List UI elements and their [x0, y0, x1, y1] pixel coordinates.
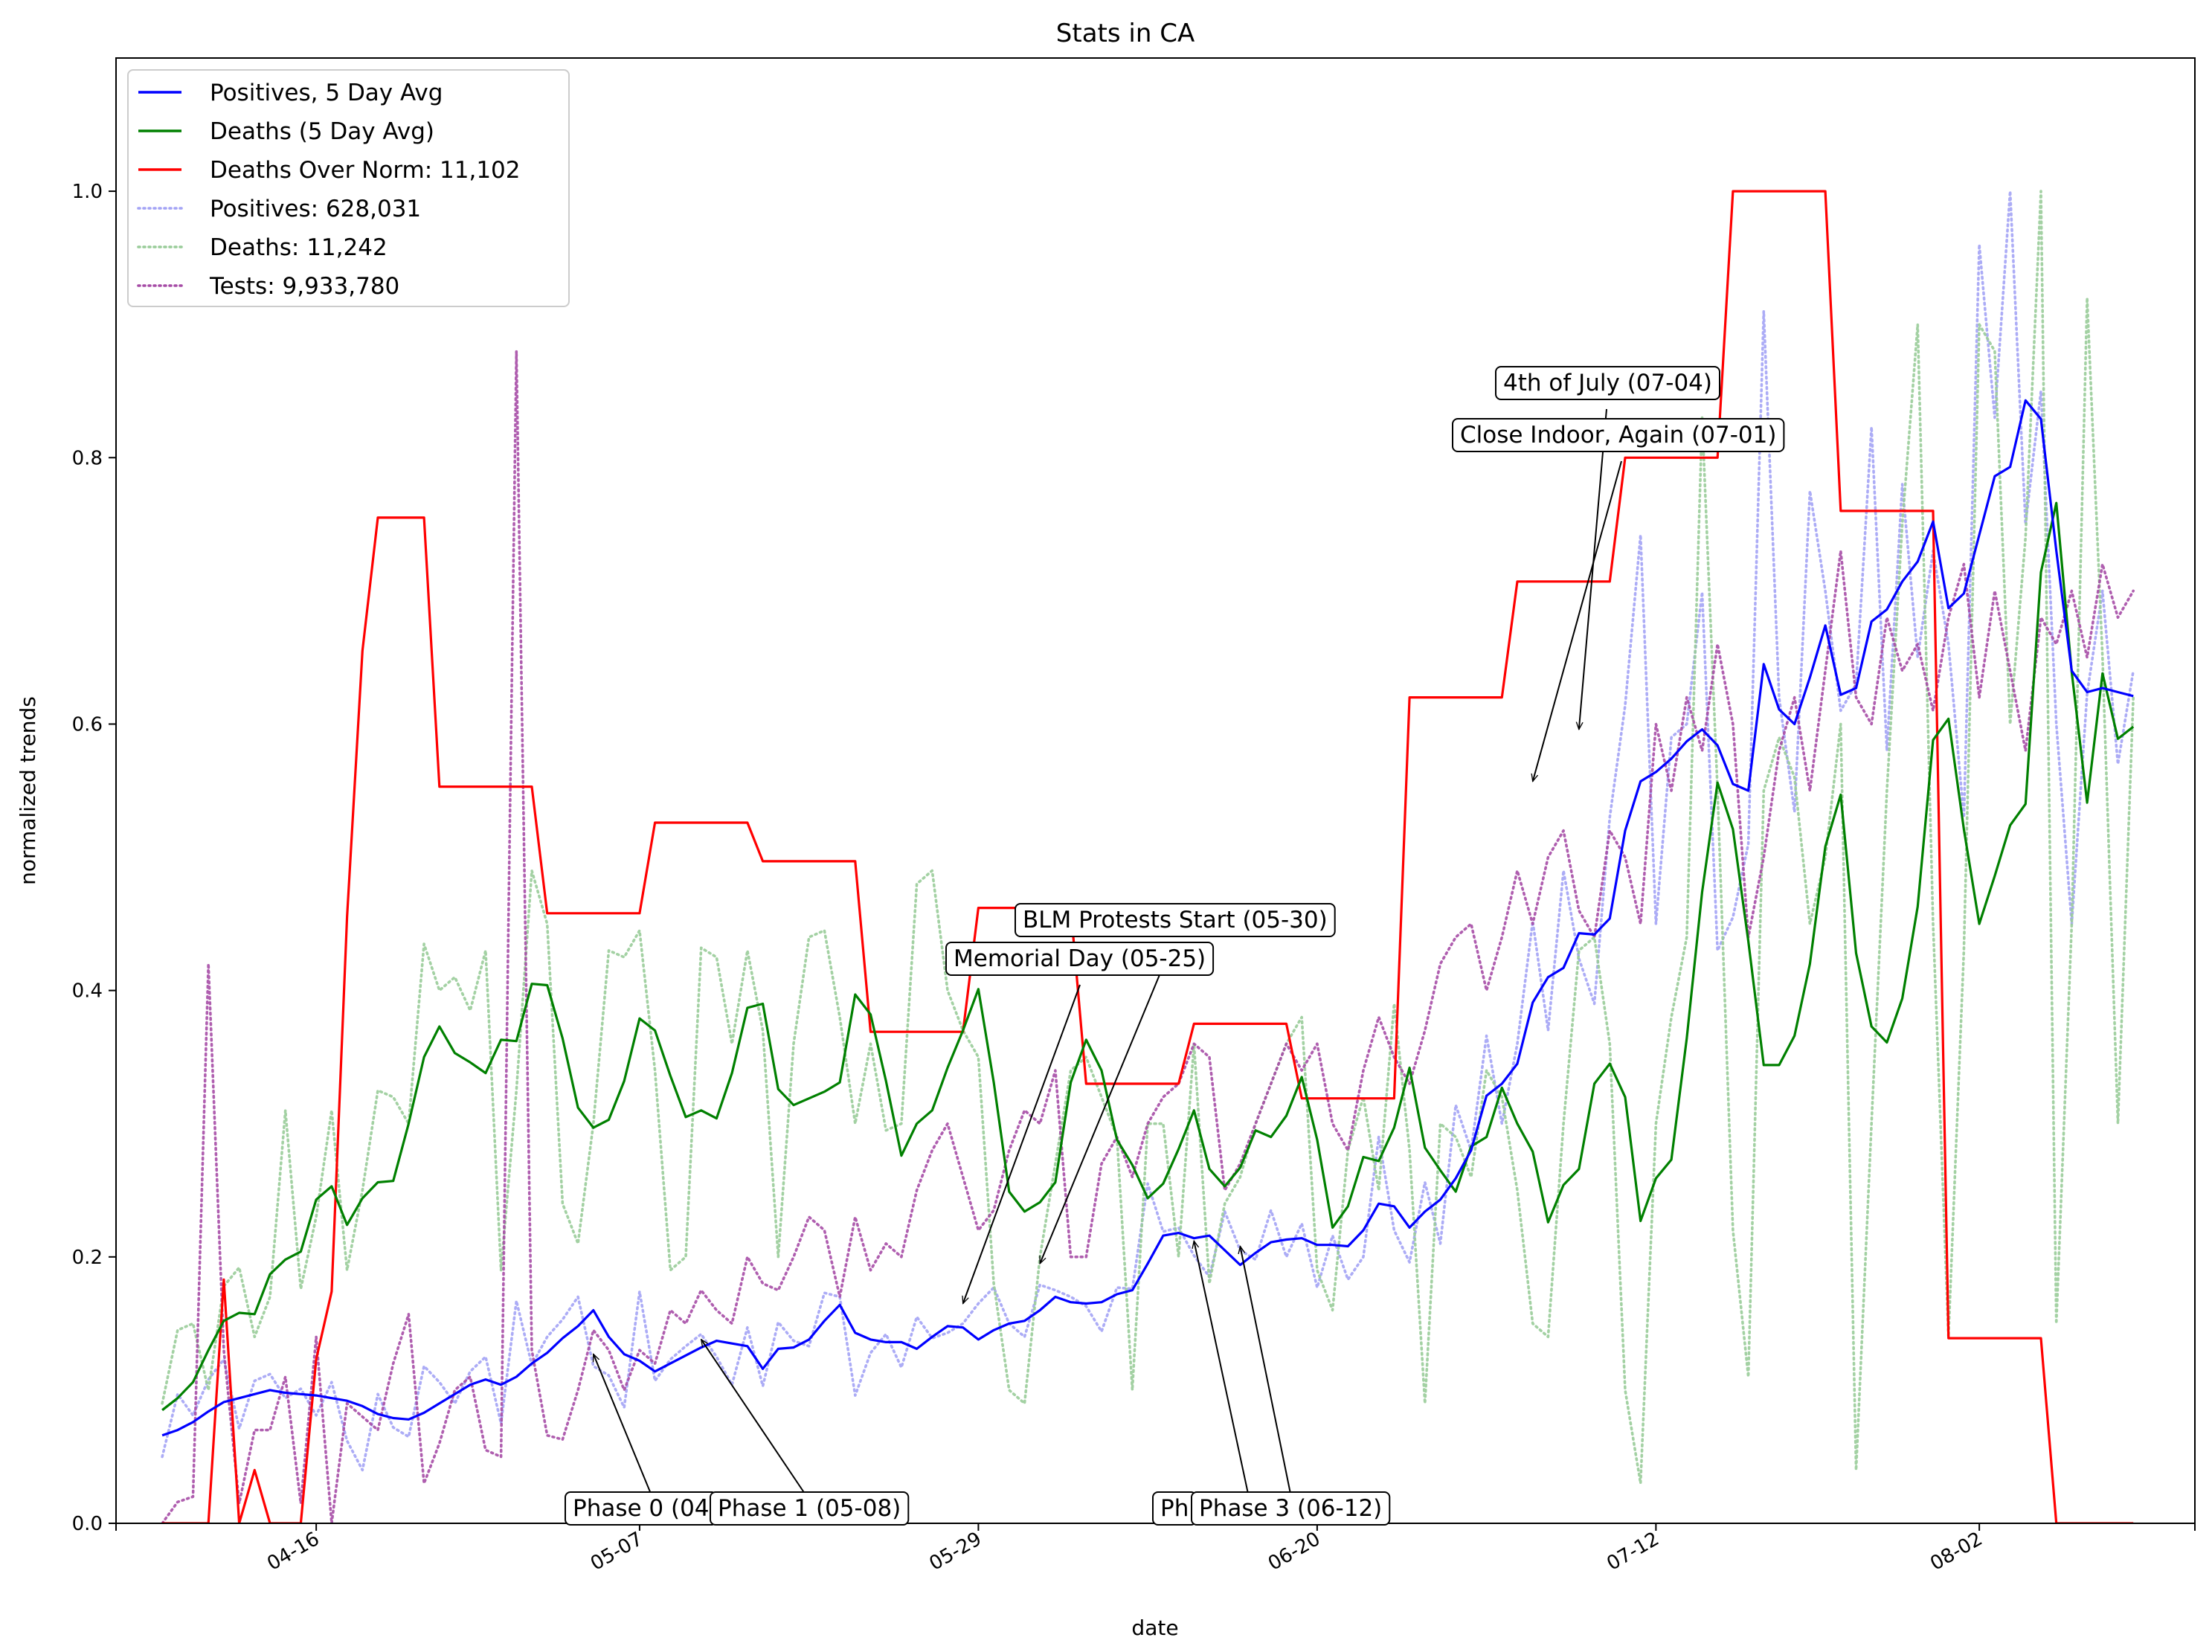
annotation-label: Memorial Day (05-25) — [945, 942, 1215, 976]
series-line-deaths — [161, 501, 2135, 1412]
annotation-label: Phase 1 (05-08) — [710, 1491, 910, 1526]
y-tick-label: 0.4 — [72, 980, 103, 1003]
legend-entry: Tests: 9,933,780 — [209, 273, 399, 300]
annotation-label: BLM Protests Start (05-30) — [1015, 903, 1336, 937]
series-line-positives-raw — [161, 190, 2135, 1472]
annotation-text: Memorial Day (05-25) — [954, 945, 1206, 972]
annotation-text: Ph — [1160, 1495, 1189, 1522]
annotation-arrow — [1194, 1241, 1249, 1494]
annotation-text: Close Indoor, Again (07-01) — [1460, 422, 1776, 449]
legend-entry: Positives: 628,031 — [210, 196, 421, 222]
x-axis-label: date — [1131, 1616, 1178, 1640]
y-tick-label: 0.2 — [72, 1247, 103, 1269]
annotation-label: Ph — [1152, 1491, 1197, 1526]
series-line-tests — [161, 350, 2135, 1523]
annotation-arrow — [1579, 408, 1607, 730]
annotation-text: Phase 1 (05-08) — [718, 1495, 901, 1522]
annotation-box — [1191, 1491, 1391, 1526]
y-tick-label: 0.8 — [72, 447, 103, 469]
y-tick-label: 0.6 — [72, 713, 103, 736]
annotation-arrow — [594, 1354, 652, 1494]
annotation-arrows — [594, 408, 1622, 1494]
annotation-box — [945, 942, 1215, 976]
series-layer — [161, 190, 2135, 1523]
legend-frame — [127, 69, 570, 307]
legend-entry: Deaths: 11,242 — [210, 234, 388, 261]
annotation-arrow — [1240, 1246, 1291, 1494]
annotation-box — [710, 1491, 910, 1526]
annotation-arrow — [963, 984, 1081, 1304]
annotation-boxes: Phase 0 (04 Phase 1 (05-08) Memorial Day (… — [565, 366, 1785, 1526]
y-tick-label: 0.0 — [72, 1513, 103, 1535]
y-axis: 0.0 0.2 0.4 0.6 0.8 1.0 — [72, 181, 116, 1535]
annotation-text: 4th of July (07-04) — [1503, 370, 1712, 396]
annotation-arrow — [1040, 945, 1172, 1264]
annotation-label: 4th of July (07-04) — [1495, 366, 1720, 400]
legend-entry: Deaths Over Norm: 11,102 — [210, 157, 521, 184]
annotation-arrow — [1533, 460, 1622, 781]
series-line-positives — [161, 399, 2134, 1437]
annotation-label: Phase 3 (06-12) — [1191, 1491, 1391, 1526]
annotation-box — [1452, 418, 1785, 452]
annotation-text: Phase 3 (06-12) — [1199, 1495, 1382, 1522]
annotation-text: Phase 0 (04 — [573, 1495, 710, 1522]
y-tick-label: 1.0 — [72, 181, 103, 203]
annotation-arrow — [701, 1340, 806, 1494]
legend: Positives, 5 Day Avg Deaths (5 Day Avg) De… — [127, 69, 570, 307]
series-line-deaths-raw — [161, 190, 2135, 1485]
annotation-box — [1495, 366, 1720, 400]
legend-entry: Deaths (5 Day Avg) — [210, 118, 434, 145]
chart-title: Stats in CA — [1056, 19, 1195, 48]
annotation-label: Close Indoor, Again (07-01) — [1452, 418, 1785, 452]
annotation-label: Phase 0 (04 — [565, 1491, 718, 1526]
annotation-text: BLM Protests Start (05-30) — [1023, 907, 1328, 933]
y-axis-label: normalized trends — [16, 696, 40, 885]
legend-entry: Positives, 5 Day Avg — [210, 80, 443, 106]
annotation-box — [1015, 903, 1336, 937]
